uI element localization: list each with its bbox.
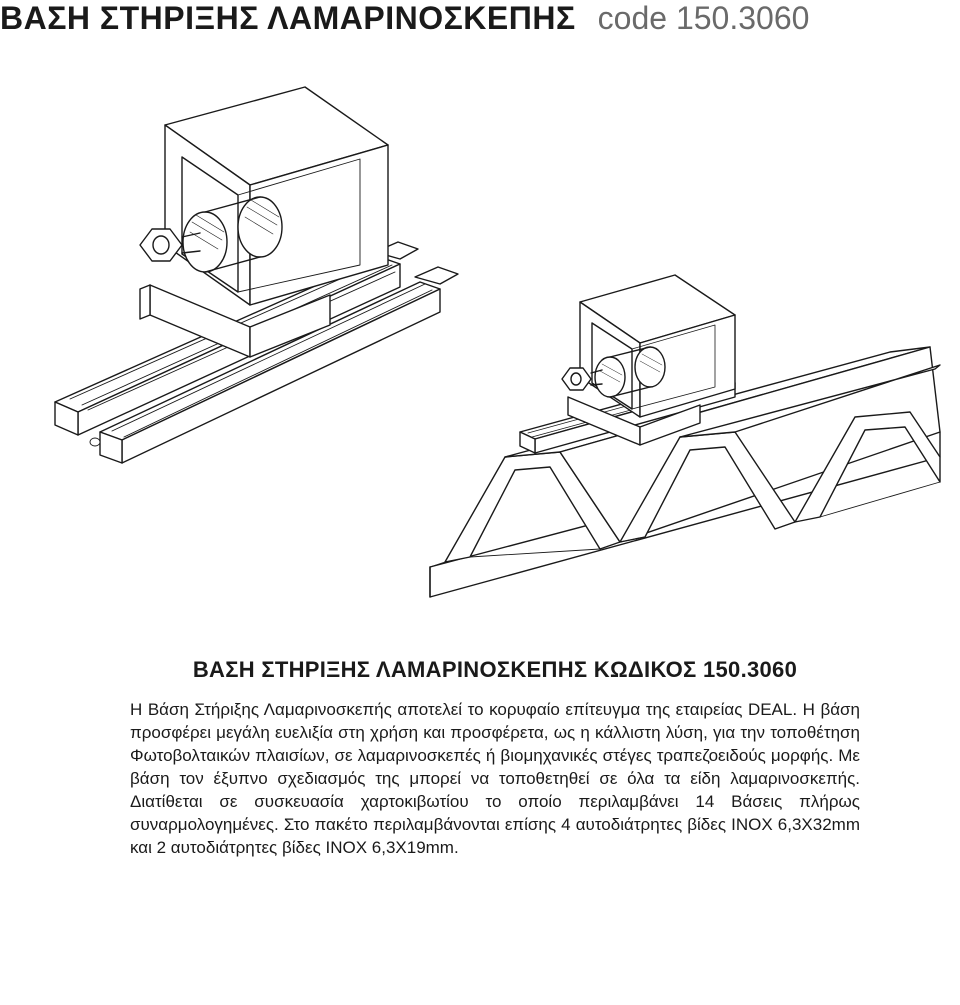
page-header: ΒΑΣΗ ΣΤΗΡΙΞΗΣ ΛΑΜΑΡΙΝΟΣΚΕΠΗΣ code 150.30…	[0, 0, 960, 37]
subtitle: ΒΑΣΗ ΣΤΗΡΙΞΗΣ ΛΑΜΑΡΙΝΟΣΚΕΠΗΣ ΚΩΔΙΚΟΣ 150…	[130, 657, 860, 683]
product-illustration	[0, 37, 960, 657]
technical-drawing	[0, 37, 960, 657]
product-code: code 150.3060	[598, 0, 810, 37]
body-paragraph: Η Βάση Στήριξης Λαμαρινοσκεπής αποτελεί …	[130, 699, 860, 860]
description-block: ΒΑΣΗ ΣΤΗΡΙΞΗΣ ΛΑΜΑΡΙΝΟΣΚΕΠΗΣ ΚΩΔΙΚΟΣ 150…	[0, 657, 900, 860]
page-title: ΒΑΣΗ ΣΤΗΡΙΞΗΣ ΛΑΜΑΡΙΝΟΣΚΕΠΗΣ	[0, 0, 576, 37]
